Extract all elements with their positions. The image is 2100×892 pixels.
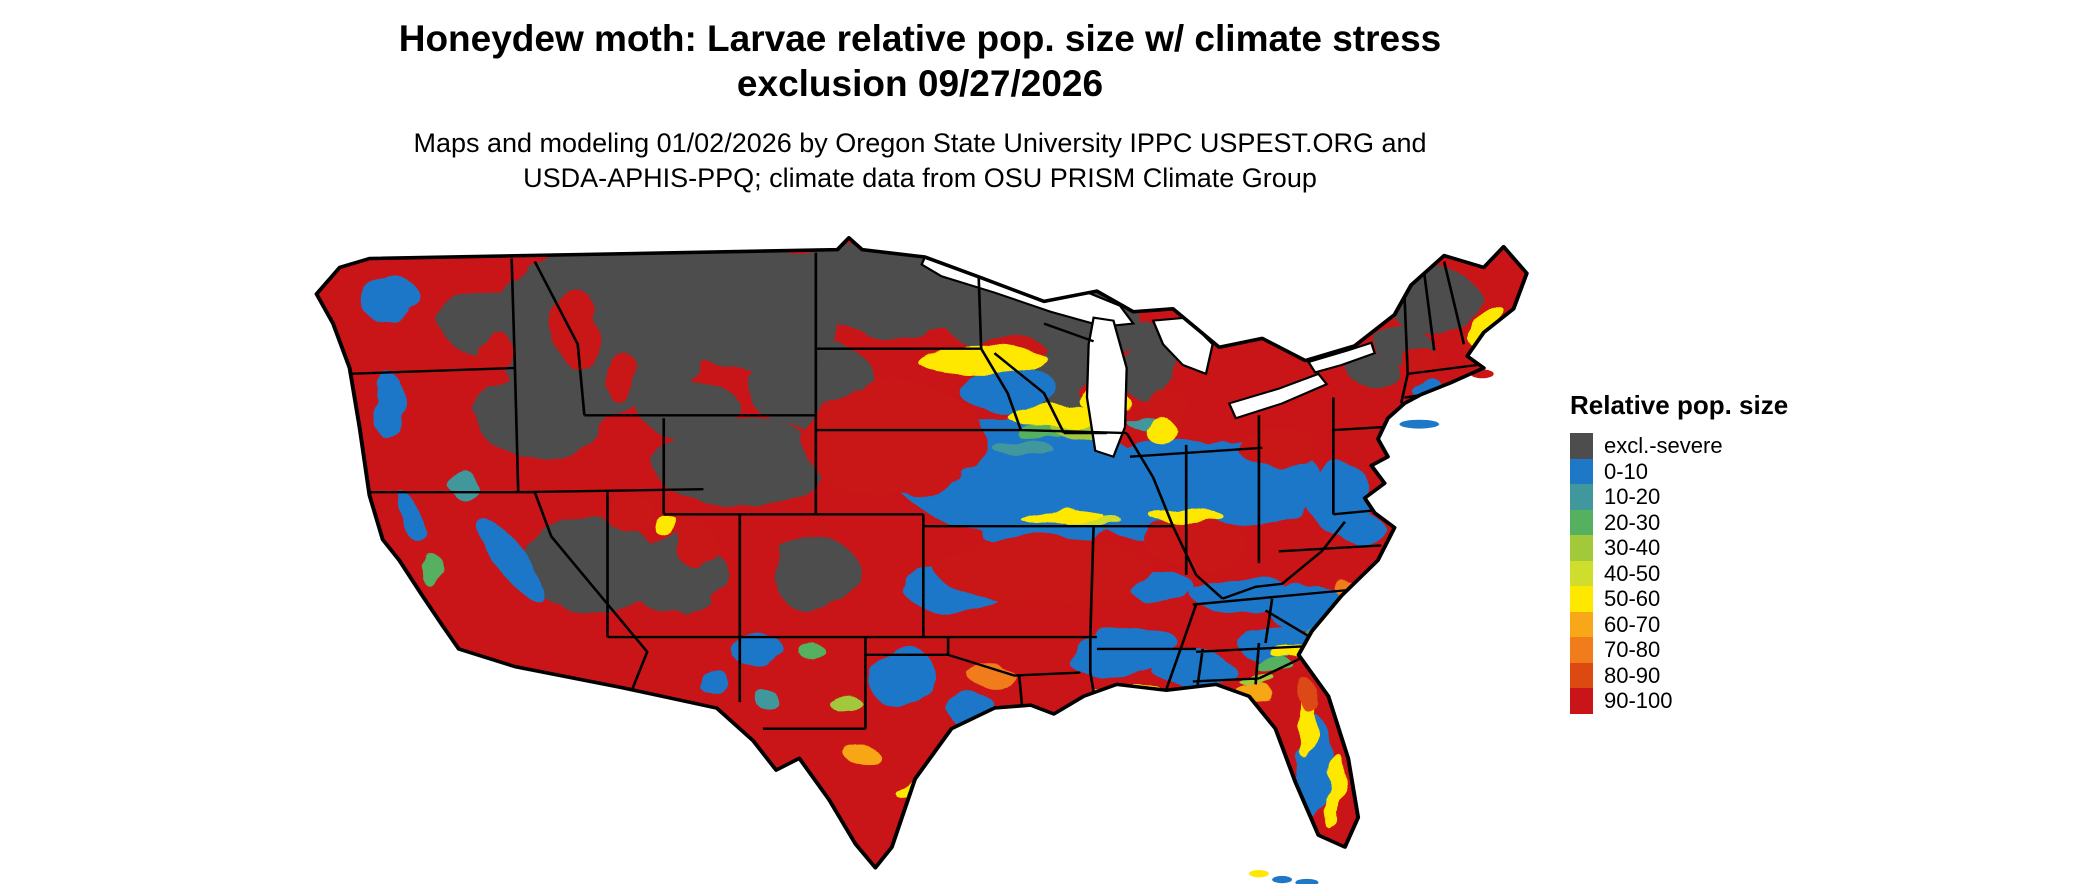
us-outline	[314, 236, 1529, 870]
legend-item: 60-70	[1570, 611, 1870, 637]
legend-swatch	[1570, 484, 1593, 510]
legend-label: 70-80	[1604, 637, 1661, 662]
us-map-svg	[314, 236, 1529, 884]
legend-label: 90-100	[1604, 688, 1673, 713]
legend-title: Relative pop. size	[1570, 390, 1789, 420]
legend-label: 10-20	[1604, 484, 1661, 509]
legend-item: excl.-severe	[1570, 433, 1870, 459]
map-title: Honeydew moth: Larvae relative pop. size…	[0, 16, 1840, 106]
legend-swatch	[1570, 688, 1593, 714]
legend-item: 20-30	[1570, 509, 1870, 535]
legend-label: 0-10	[1604, 458, 1649, 484]
legend-label: 40-50	[1604, 560, 1661, 586]
legend-item: 40-50	[1570, 560, 1870, 586]
us-map	[300, 226, 1540, 884]
legend-swatch	[1570, 662, 1593, 688]
lake-michigan	[1085, 316, 1128, 459]
map-header: Honeydew moth: Larvae relative pop. size…	[0, 16, 1840, 195]
lake-erie	[1227, 372, 1329, 420]
map-subtitle: Maps and modeling 01/02/2026 by Oregon S…	[0, 126, 1840, 195]
legend-item: 30-40	[1570, 535, 1870, 561]
legend-swatch	[1570, 433, 1593, 459]
legend-swatch	[1570, 586, 1593, 612]
legend-label: 30-40	[1604, 535, 1661, 560]
map-subtitle-line1: Maps and modeling 01/02/2026 by Oregon S…	[413, 128, 1427, 159]
legend-label: 50-60	[1604, 586, 1661, 611]
legend-swatch	[1570, 560, 1593, 586]
map-raster-layer	[316, 237, 1527, 868]
legend-item: 90-100	[1570, 688, 1870, 714]
legend-items: excl.-severe 0-10 10-20 20-30 30-40 40-5…	[1570, 433, 1870, 714]
legend-item: 70-80	[1570, 637, 1870, 663]
lake-ontario	[1306, 341, 1377, 374]
legend-swatch	[1570, 637, 1593, 663]
legend-item: 80-90	[1570, 662, 1870, 688]
legend-swatch	[1570, 611, 1593, 637]
legend-item: 50-60	[1570, 586, 1870, 612]
legend: Relative pop. size excl.-severe 0-10 10-…	[1570, 390, 1870, 714]
map-title-line2: exclusion 09/27/2026	[736, 63, 1104, 105]
raster-blobs	[364, 243, 1500, 834]
legend-item: 10-20	[1570, 484, 1870, 510]
legend-swatch	[1570, 535, 1593, 561]
legend-label: excl.-severe	[1604, 433, 1723, 458]
map-subtitle-line2: USDA-APHIS-PPQ; climate data from OSU PR…	[523, 162, 1317, 193]
legend-label: 20-30	[1604, 509, 1661, 535]
legend-swatch	[1570, 458, 1593, 484]
coastal-islands	[1249, 369, 1494, 884]
legend-item: 0-10	[1570, 458, 1870, 484]
map-title-line1: Honeydew moth: Larvae relative pop. size…	[398, 18, 1442, 59]
legend-swatch	[1570, 509, 1593, 535]
legend-label: 60-70	[1604, 611, 1661, 637]
legend-label: 80-90	[1604, 662, 1661, 688]
